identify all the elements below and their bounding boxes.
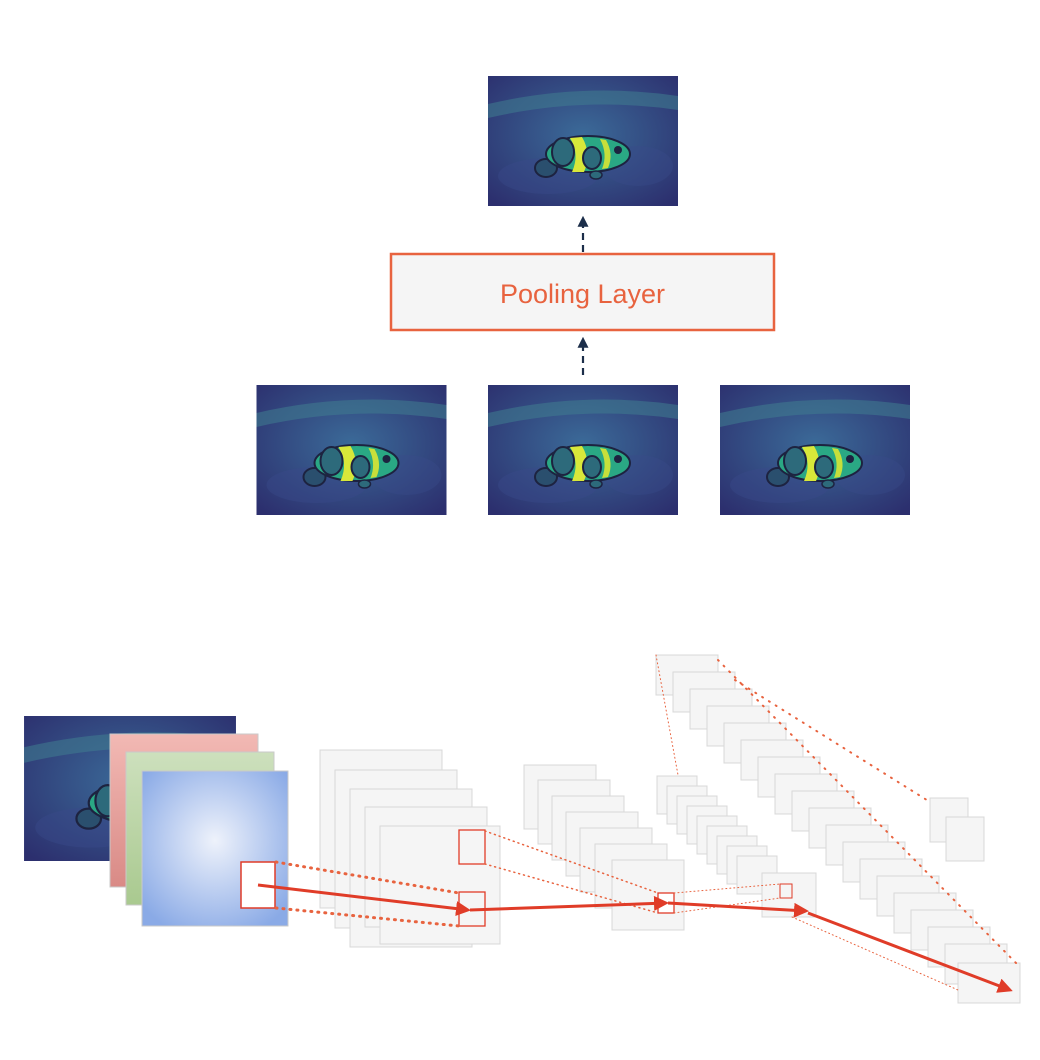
input-image-center <box>486 385 680 515</box>
input-image-right <box>718 385 912 515</box>
feature-map-stack-1 <box>319 749 501 948</box>
pooling-layer-box: Pooling Layer <box>389 252 776 332</box>
projection-lines <box>274 654 1019 991</box>
input-image-left <box>255 385 448 515</box>
pipeline-arrows <box>257 883 1013 993</box>
feature-map-stack-4 <box>655 654 1021 1004</box>
receptive-field-stack1-upper <box>458 829 486 865</box>
pooling-layer-label: Pooling Layer <box>500 279 665 309</box>
receptive-field-stack3 <box>779 883 793 899</box>
pooled-output-image <box>486 76 680 206</box>
